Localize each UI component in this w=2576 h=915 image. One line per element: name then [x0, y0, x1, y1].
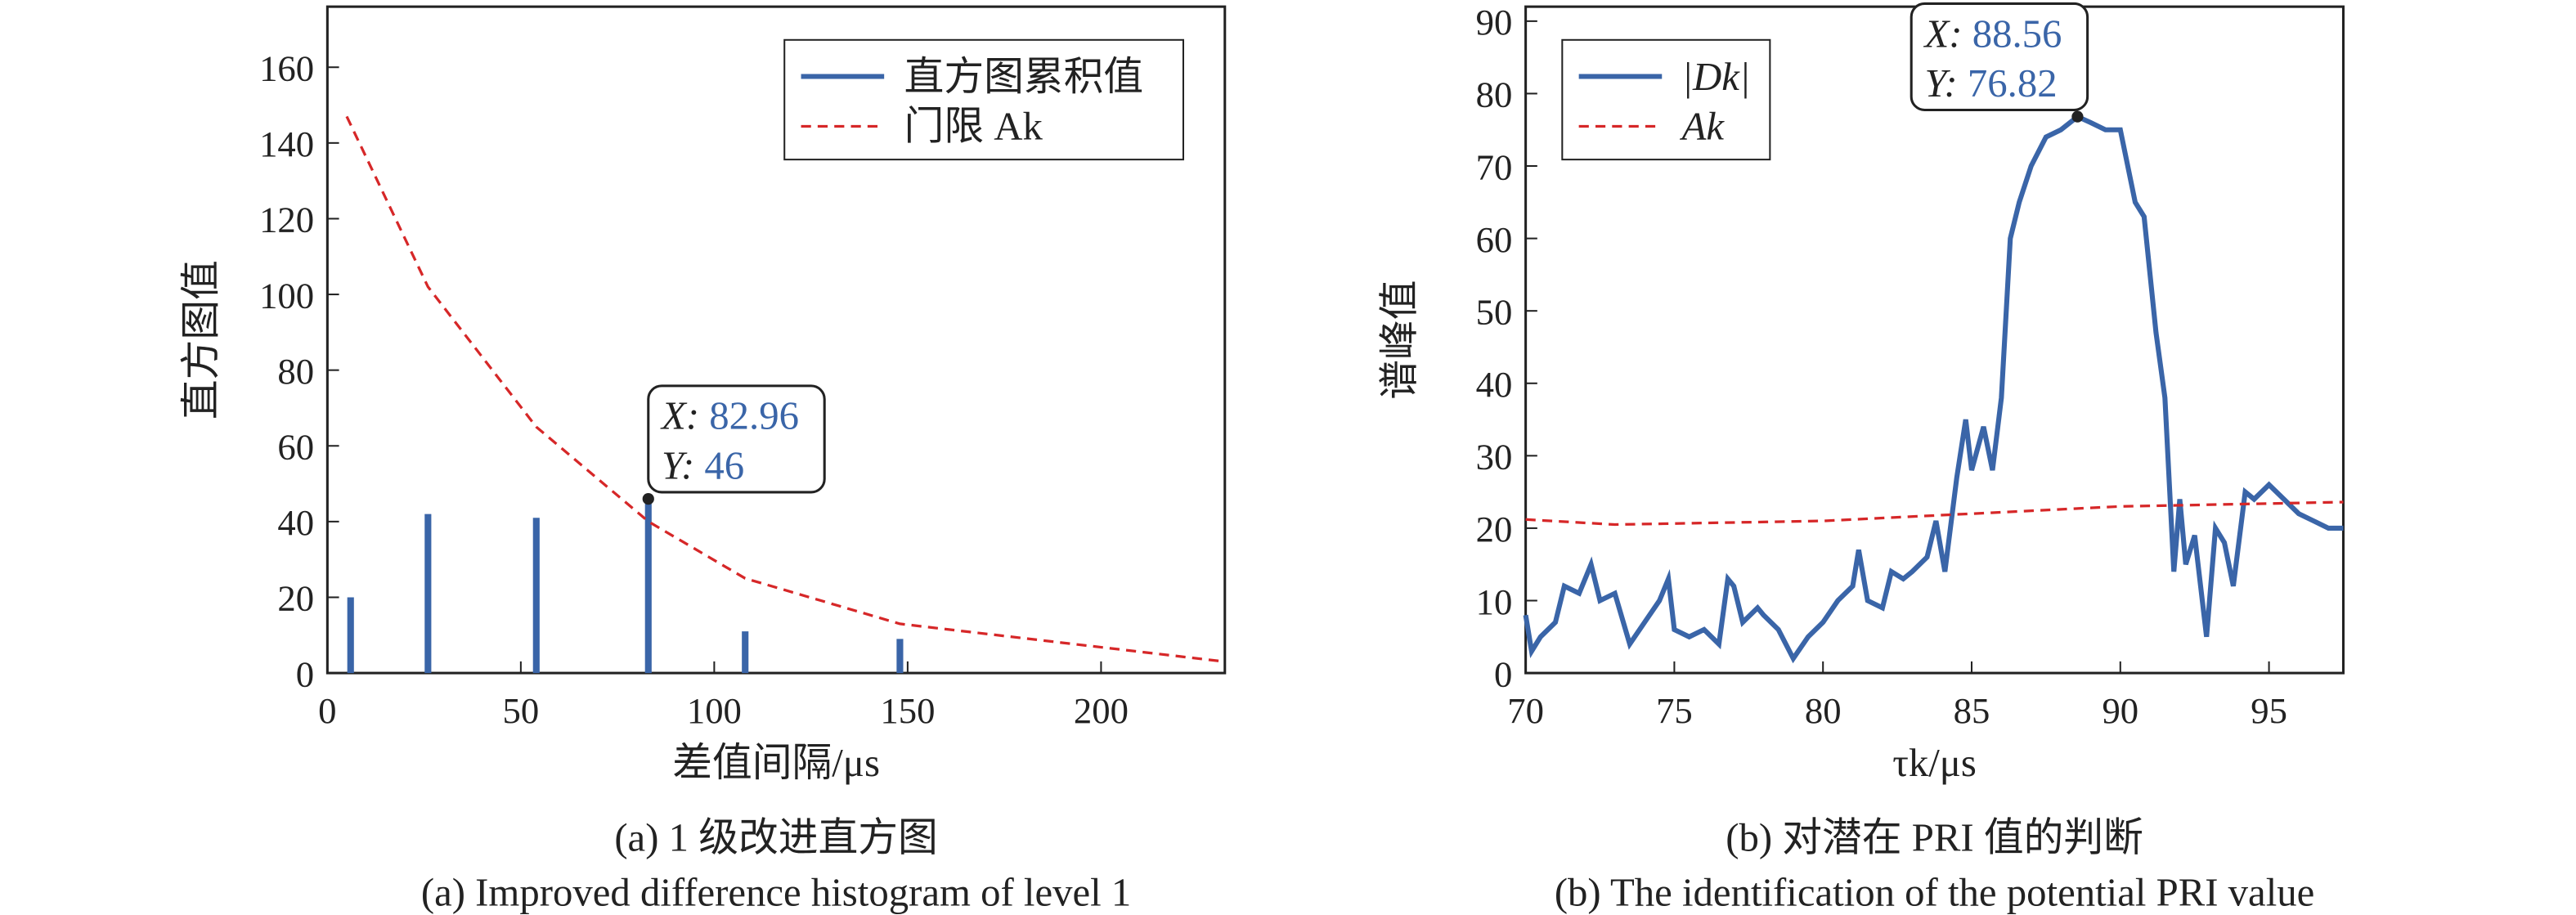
y-axis-label: 直方图值	[179, 260, 223, 419]
x-tick-label: 50	[503, 690, 540, 731]
datatip-text: Y: 76.82	[1924, 61, 2057, 105]
x-tick-label: 70	[1507, 690, 1544, 731]
y-tick-label: 0	[1494, 653, 1512, 694]
datatip-text: X: 88.56	[1923, 11, 2062, 56]
datatip-point	[642, 492, 654, 505]
datatip-text: Y: 46	[662, 444, 744, 488]
x-tick-label: 90	[2102, 690, 2138, 731]
y-tick-label: 60	[1476, 219, 1513, 260]
caption: (a) 1 级改进直方图	[614, 816, 937, 860]
y-tick-label: 60	[277, 427, 314, 468]
legend-label: |Dk|	[1682, 55, 1751, 99]
x-tick-label: 150	[880, 690, 935, 731]
legend-label: 直方图累积值	[904, 55, 1144, 99]
datatip-point	[2071, 110, 2084, 123]
datatip-value: 76.82	[1968, 61, 2058, 105]
datatip-label: X:	[660, 394, 699, 438]
line	[1523, 114, 2344, 664]
legend-label: 门限 Ak	[904, 105, 1043, 149]
chart: 0 50 100 150 200 0 20 40 60 80 100 120 140 160 差值间隔/μs…	[179, 5, 1227, 915]
datatip-label: X:	[1923, 11, 1962, 56]
caption-en: (b) The identification of the potential …	[1555, 871, 2314, 915]
line	[1525, 500, 2344, 527]
y-tick-label: 80	[1476, 74, 1513, 115]
x-axis-label: 差值间隔/μs	[672, 741, 880, 785]
x-tick-label: 0	[318, 690, 336, 731]
y-tick-label: 10	[1476, 581, 1513, 622]
datatip-text: X: 82.96	[660, 394, 799, 438]
datatip-value: 82.96	[709, 394, 799, 438]
x-tick-label: 100	[687, 690, 742, 731]
datatip-value: 88.56	[1972, 11, 2062, 56]
x-axis-label: τk/μs	[1892, 741, 1977, 785]
y-tick-label: 80	[277, 351, 314, 392]
x-tick-label: 75	[1656, 690, 1693, 731]
y-tick-label: 40	[277, 502, 314, 543]
y-tick-label: 120	[259, 200, 314, 240]
y-tick-label: 20	[277, 578, 314, 619]
legend-label: Ak	[1680, 105, 1726, 149]
caption: (b) 对潜在 PRI 值的判断	[1726, 816, 2143, 860]
y-tick-label: 20	[1476, 509, 1513, 549]
datatip-value: 46	[704, 444, 744, 488]
caption-en: (a) Improved difference histogram of lev…	[421, 871, 1131, 915]
y-tick-label: 40	[1476, 364, 1513, 405]
y-tick-label: 90	[1476, 2, 1513, 43]
datatip-label: Y:	[662, 444, 694, 488]
datatip-box	[647, 384, 826, 494]
y-tick-label: 100	[259, 275, 314, 316]
y-tick-label: 160	[259, 47, 314, 88]
y-tick-label: 0	[296, 653, 314, 694]
line	[345, 115, 1225, 663]
y-tick-label: 50	[1476, 291, 1513, 332]
legend-box	[1561, 38, 1771, 161]
y-tick-label: 70	[1476, 146, 1513, 187]
y-axis-label: 谱峰值	[1377, 280, 1421, 399]
legend-box	[783, 38, 1184, 161]
x-tick-label: 95	[2251, 690, 2287, 731]
x-tick-label: 80	[1805, 690, 1842, 731]
x-tick-label: 200	[1074, 690, 1129, 731]
x-tick-label: 85	[1954, 690, 1990, 731]
y-tick-label: 140	[259, 123, 314, 164]
datatip-box	[1910, 2, 2089, 112]
y-tick-label: 30	[1476, 437, 1513, 478]
chart: 70 75 80 85 90 95 0 10 20 30 40 50 60 70 80 90 τk/μs 谱峰值 (…	[1377, 2, 2345, 915]
plot-frame	[325, 5, 1227, 675]
datatip-label: Y:	[1924, 61, 1957, 105]
